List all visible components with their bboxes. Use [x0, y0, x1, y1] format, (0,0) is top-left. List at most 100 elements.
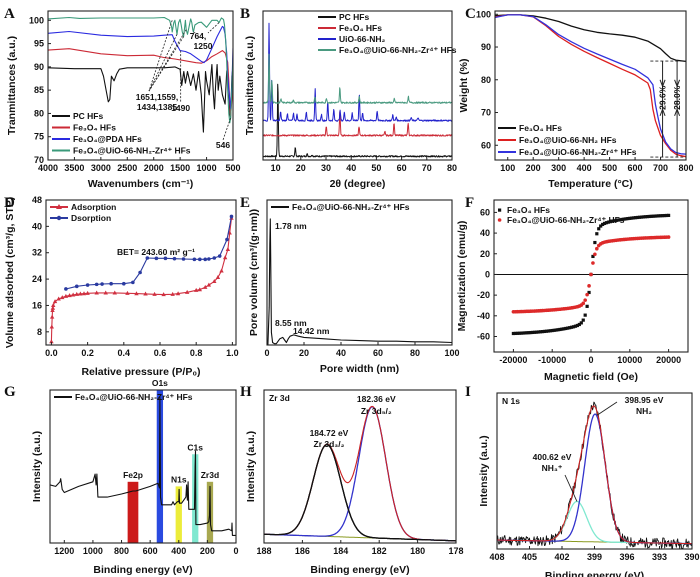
- data-point: [581, 318, 585, 322]
- data-point: [527, 331, 531, 335]
- annotation-leader: [148, 34, 178, 92]
- data-point: [589, 272, 593, 277]
- y-axis-label: Volume adsorbed (cm³/g, STP): [4, 197, 16, 349]
- annotation: 8.55 nm: [275, 318, 307, 328]
- plot-area: [263, 22, 452, 158]
- data-point: [103, 290, 108, 295]
- data-point: [579, 321, 583, 325]
- data-point: [125, 290, 130, 295]
- legend-item: Fe₃O₄ HFs: [73, 123, 116, 133]
- data-point: [219, 268, 224, 273]
- x-tick-label: 0.4: [118, 348, 131, 358]
- data-point: [52, 299, 58, 304]
- x-tick-label: 184: [333, 546, 348, 556]
- x-tick-label: 396: [619, 552, 634, 562]
- data-point: [661, 214, 665, 218]
- annotation: 1434,1385: [137, 102, 177, 112]
- x-tick-label: 1200: [54, 546, 74, 556]
- x-tick-label: 0.6: [154, 348, 167, 358]
- fit-envelope: [264, 405, 456, 542]
- x-tick-label: 300: [551, 163, 566, 173]
- data-point: [78, 291, 83, 296]
- y-axis-label: Pore volume (cm³/(g·nm)): [248, 209, 260, 336]
- x-tick-label: 60: [373, 348, 383, 358]
- data-point: [599, 224, 603, 228]
- plot-frame: [45, 199, 237, 346]
- peak-sublabel: Zr 3d₅/₂: [361, 406, 392, 416]
- data-point: [583, 313, 587, 317]
- data-point: [622, 217, 626, 221]
- x-tick-label: -20000: [499, 355, 527, 365]
- data-point: [602, 221, 607, 226]
- data-point: [657, 214, 661, 218]
- x-tick-label: 1000: [197, 163, 217, 173]
- legend-item: Fe₃O₄@UiO-66-NH₂ HFs: [519, 135, 617, 145]
- panel-label: H: [240, 384, 252, 400]
- data-point: [170, 291, 175, 296]
- annotation: 14.42 nm: [293, 326, 330, 336]
- annotation: 546: [216, 140, 230, 150]
- fit-component: [497, 413, 692, 545]
- data-point: [651, 214, 655, 218]
- x-axis-label: Binding energy (eV): [545, 570, 644, 577]
- data-point: [161, 292, 166, 297]
- y-tick-label: 16: [32, 300, 42, 310]
- data-point: [519, 331, 523, 335]
- data-point: [212, 278, 217, 283]
- y-tick-label: 80: [481, 75, 491, 85]
- panel-d: D 0.0 0.2 0.4 0.6 0.8 1.0 8 16 24 32 40 48 Relative p…: [4, 195, 239, 378]
- band-label: Fe2p: [123, 470, 143, 480]
- x-axis-label: Binding energy (eV): [310, 564, 409, 576]
- data-point: [645, 215, 649, 219]
- plot-frame: [262, 10, 453, 161]
- series-line: [495, 14, 686, 63]
- x-tick-label: 405: [522, 552, 537, 562]
- data-point: [197, 287, 203, 292]
- x-tick-label: 1000: [83, 546, 103, 556]
- data-point: [525, 331, 529, 335]
- data-point: [566, 326, 570, 330]
- data-point: [647, 214, 651, 219]
- plot-frame: [266, 199, 453, 346]
- data-point: [632, 216, 636, 220]
- data-point: [552, 328, 556, 332]
- plot-frame: [494, 10, 687, 161]
- legend-item: Fe₃O₄ HFs: [519, 123, 562, 133]
- x-axis-label: Temperature (°C): [548, 178, 633, 190]
- data-point: [222, 255, 228, 260]
- data-point: [63, 293, 69, 298]
- data-point: [49, 339, 54, 344]
- annotation-leader: [148, 36, 184, 92]
- x-tick-label: 0.8: [190, 348, 203, 358]
- data-point: [571, 325, 576, 329]
- data-point: [568, 326, 572, 330]
- data-point: [659, 214, 663, 218]
- data-point: [562, 327, 566, 331]
- y-tick-label: 60: [480, 207, 490, 217]
- data-point: [620, 217, 624, 222]
- data-point: [593, 252, 597, 257]
- data-point: [537, 330, 541, 334]
- x-tick-label: 600: [143, 546, 158, 556]
- y-tick-label: 0: [485, 269, 490, 279]
- data-point: [544, 329, 548, 333]
- legend-label: Fe₃O₄ HFs: [507, 205, 550, 215]
- legend-item: UiO-66-NH₂: [339, 34, 386, 44]
- data-point: [74, 291, 79, 296]
- data-point: [667, 213, 671, 218]
- band-fe2p: [127, 481, 139, 543]
- fit-envelope: [497, 405, 692, 545]
- annotation-arrow: [564, 474, 578, 502]
- plot-area: [494, 213, 688, 336]
- x-tick-label: 3000: [91, 163, 111, 173]
- x-tick-label: 40: [336, 348, 346, 358]
- x-axis-label: Binding energy (eV): [93, 564, 192, 576]
- annotation-leader: [148, 20, 173, 92]
- y-tick-label: 8: [37, 327, 42, 337]
- plot-area: [49, 214, 234, 344]
- data-point: [649, 214, 653, 218]
- x-tick-label: 200: [526, 163, 541, 173]
- y-tick-label: 32: [32, 248, 42, 258]
- annotation: 1651,1559,: [136, 92, 179, 102]
